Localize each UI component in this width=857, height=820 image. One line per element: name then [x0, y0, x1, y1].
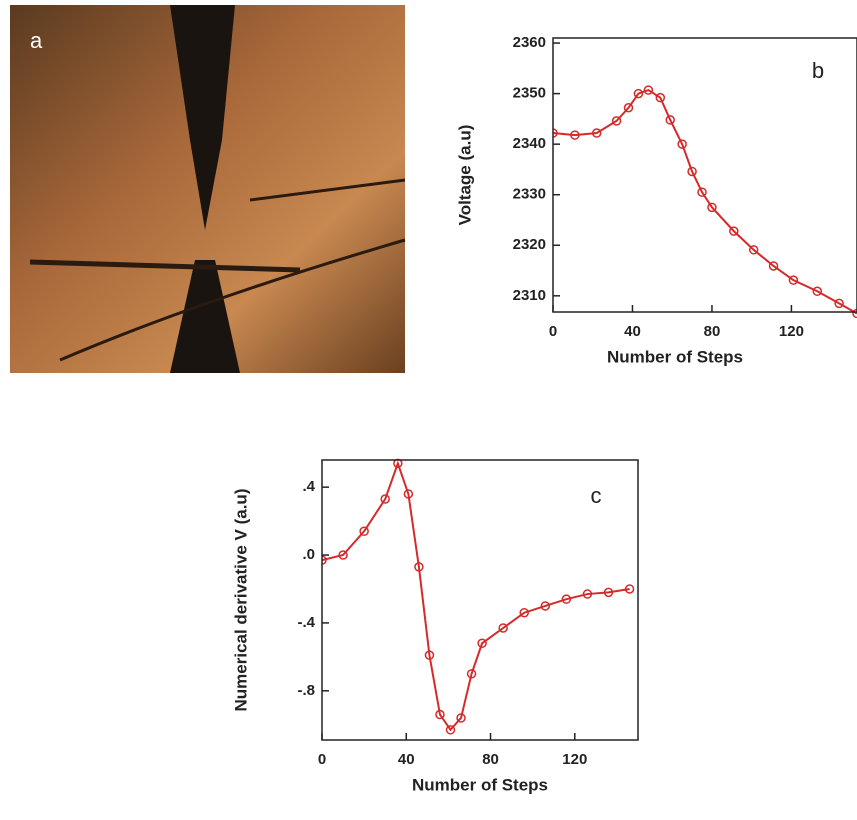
x-axis-title: Number of Steps	[607, 347, 743, 366]
data-point	[424, 650, 435, 660]
data-point	[435, 709, 445, 720]
data-point	[553, 128, 558, 138]
plot-frame	[552, 37, 857, 313]
data-point	[540, 601, 551, 611]
data-point	[729, 226, 739, 236]
data-point	[519, 607, 529, 618]
y-tick-label: -.8	[297, 682, 315, 699]
data-point	[768, 261, 779, 271]
panel-label: a	[30, 28, 43, 53]
data-point	[655, 92, 666, 103]
data-line	[553, 88, 857, 315]
data-point	[643, 85, 654, 95]
x-tick-label: 120	[562, 751, 587, 768]
x-axis-title: Number of Steps	[412, 775, 548, 794]
data-point	[707, 202, 717, 213]
x-tick-label: 80	[704, 323, 721, 340]
data-point	[603, 587, 614, 598]
x-tick-label: 40	[398, 751, 415, 768]
x-tick-label: 120	[779, 323, 804, 340]
data-point	[591, 128, 602, 138]
y-tick-label: .0	[302, 546, 315, 563]
y-tick-label: 2340	[513, 135, 546, 152]
data-point	[623, 103, 634, 113]
data-point	[611, 116, 622, 126]
data-point	[624, 584, 635, 594]
data-point	[812, 286, 823, 297]
y-tick-label: .4	[302, 478, 315, 495]
data-point	[403, 489, 414, 499]
data-point	[570, 130, 580, 140]
y-tick-label: 2320	[513, 236, 546, 253]
x-tick-label: 80	[482, 751, 499, 768]
plot-frame	[321, 459, 639, 741]
photo-panel: a	[10, 5, 406, 373]
x-tick-label: 0	[318, 751, 326, 768]
data-point	[498, 623, 508, 633]
y-tick-label: 2360	[513, 34, 546, 51]
y-axis-title: Numerical derivative V (a.u)	[231, 489, 250, 712]
data-point	[456, 713, 466, 723]
data-point	[322, 555, 327, 565]
data-point	[466, 669, 477, 679]
data-point	[665, 115, 675, 125]
panel-label: c	[591, 483, 602, 508]
y-tick-label: -.4	[297, 614, 315, 631]
y-axis-title: Voltage (a.u)	[455, 125, 474, 226]
data-point	[852, 308, 857, 318]
data-point	[445, 725, 456, 735]
data-point	[477, 638, 487, 649]
x-tick-label: 40	[624, 323, 641, 340]
data-point	[561, 594, 572, 604]
data-point	[697, 187, 707, 197]
x-tick-label: 0	[549, 323, 557, 340]
data-point	[677, 139, 687, 149]
data-point	[414, 562, 424, 572]
data-point	[834, 298, 844, 309]
data-point	[359, 526, 369, 537]
data-point	[380, 494, 390, 504]
data-point	[633, 88, 644, 99]
data-point	[687, 166, 697, 177]
data-point	[788, 275, 799, 285]
data-point	[748, 245, 759, 255]
panel-label: b	[812, 58, 824, 83]
y-tick-label: 2330	[513, 186, 546, 203]
y-tick-label: 2310	[513, 287, 546, 304]
y-tick-label: 2350	[513, 85, 546, 102]
data-point	[582, 589, 593, 599]
data-point	[338, 550, 348, 560]
